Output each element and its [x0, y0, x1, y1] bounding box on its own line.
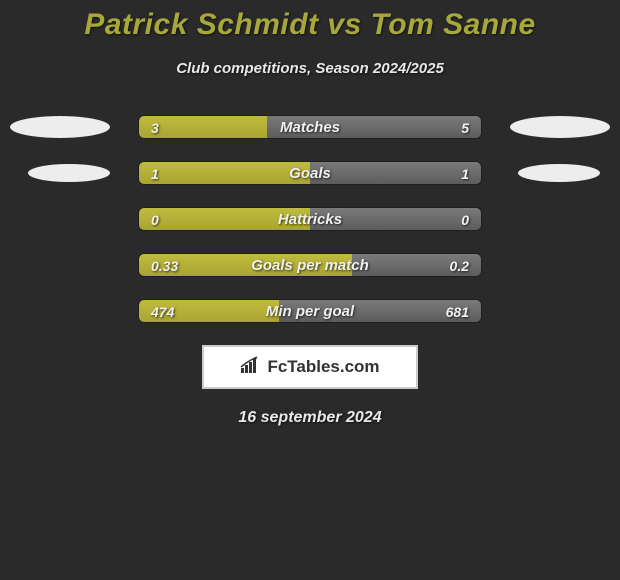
player-right-marker	[518, 164, 600, 182]
stat-label: Hattricks	[139, 208, 481, 231]
stat-bar: 00Hattricks	[138, 207, 482, 231]
stat-row: 00Hattricks	[0, 207, 620, 231]
stat-bar: 0.330.2Goals per match	[138, 253, 482, 277]
page-title: Patrick Schmidt vs Tom Sanne	[0, 8, 620, 42]
brand-badge[interactable]: FcTables.com	[202, 345, 418, 389]
stat-bar: 11Goals	[138, 161, 482, 185]
stat-label: Goals per match	[139, 254, 481, 277]
stat-row: 35Matches	[0, 115, 620, 139]
stat-label: Matches	[139, 116, 481, 139]
stat-label: Min per goal	[139, 300, 481, 323]
brand-text: FcTables.com	[267, 357, 379, 377]
stat-row: 474681Min per goal	[0, 299, 620, 323]
stat-row: 0.330.2Goals per match	[0, 253, 620, 277]
stats-rows: 35Matches 11Goals 00Hattricks 0.330.2Goals …	[0, 115, 620, 323]
stat-bar: 474681Min per goal	[138, 299, 482, 323]
player-left-marker	[10, 116, 110, 138]
player-left-marker	[28, 164, 110, 182]
stat-label: Goals	[139, 162, 481, 185]
player-right-marker	[510, 116, 610, 138]
stat-row: 11Goals	[0, 161, 620, 185]
date-text: 16 september 2024	[0, 409, 620, 427]
stat-bar: 35Matches	[138, 115, 482, 139]
chart-icon	[240, 356, 262, 379]
subtitle: Club competitions, Season 2024/2025	[0, 60, 620, 77]
vs-infographic: Patrick Schmidt vs Tom Sanne Club compet…	[0, 0, 620, 427]
